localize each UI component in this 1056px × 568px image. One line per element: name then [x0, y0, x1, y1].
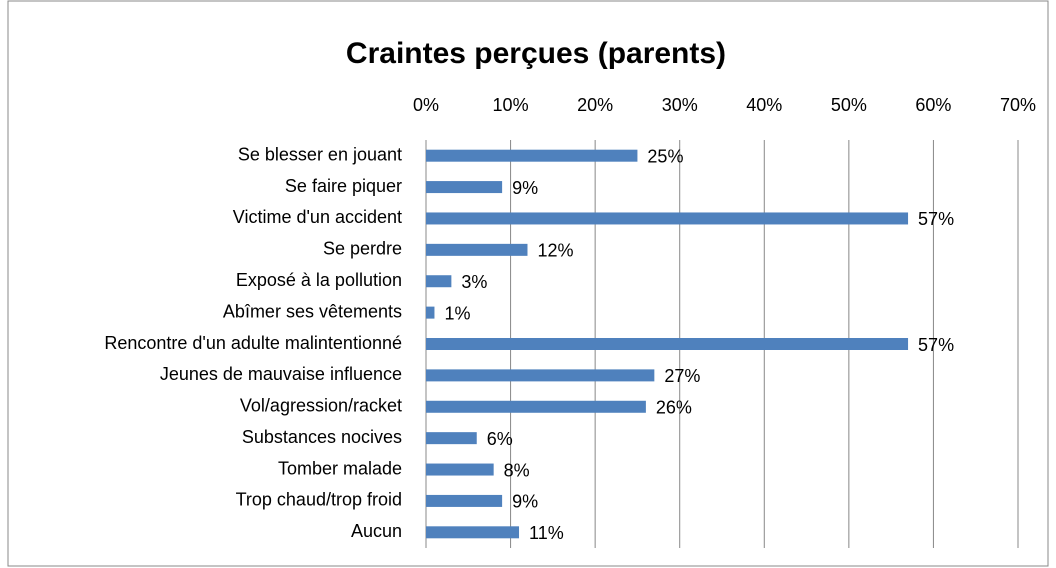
value-label: 9% [512, 178, 538, 198]
value-label: 27% [664, 366, 700, 386]
value-label: 12% [537, 241, 573, 261]
chart-frame [7, 0, 1049, 567]
x-tick-label: 60% [915, 95, 951, 115]
value-label: 11% [529, 523, 564, 543]
y-tick-label: Exposé à la pollution [236, 270, 402, 290]
x-tick-label: 30% [662, 95, 698, 115]
y-tick-label: Victime d'un accident [233, 207, 402, 227]
value-label: 57% [918, 335, 954, 355]
y-tick-label: Jeunes de mauvaise influence [160, 364, 402, 384]
y-tick-label: Se faire piquer [285, 176, 402, 196]
bar [426, 526, 520, 539]
value-label: 3% [461, 272, 487, 292]
y-tick-label: Vol/agression/racket [240, 396, 402, 416]
value-label: 9% [512, 492, 538, 512]
value-label: 57% [918, 209, 954, 229]
bar [426, 149, 638, 162]
value-label: 1% [444, 303, 470, 323]
y-tick-label: Abîmer ses vêtements [223, 301, 402, 321]
bar [426, 306, 435, 319]
x-tick-label: 40% [746, 95, 782, 115]
value-label: 8% [504, 460, 530, 480]
bar [426, 243, 528, 256]
bar [426, 181, 503, 194]
value-label: 6% [487, 429, 513, 449]
value-label: 26% [656, 398, 692, 418]
bar [426, 275, 452, 288]
y-tick-label: Trop chaud/trop froid [236, 490, 402, 510]
bar [426, 338, 909, 350]
x-tick-label: 70% [1000, 95, 1036, 115]
y-tick-label: Substances nocives [242, 427, 402, 447]
y-tick-label: Rencontre d'un adulte malintentionné [104, 333, 402, 353]
value-label: 25% [647, 146, 683, 166]
x-tick-label: 0% [413, 95, 439, 115]
bar [426, 494, 503, 507]
x-tick-label: 50% [831, 95, 867, 115]
y-tick-label: Se perdre [323, 239, 402, 259]
chart-title: Craintes perçues (parents) [346, 37, 726, 70]
bar [426, 400, 646, 413]
bar [426, 212, 909, 225]
y-tick-label: Aucun [351, 521, 402, 541]
bar [426, 463, 494, 476]
bar [426, 432, 477, 445]
bar [426, 369, 655, 382]
x-tick-label: 20% [577, 95, 613, 115]
y-tick-label: Se blesser en jouant [238, 144, 402, 164]
y-tick-label: Tomber malade [278, 458, 402, 478]
x-tick-label: 10% [493, 95, 529, 115]
